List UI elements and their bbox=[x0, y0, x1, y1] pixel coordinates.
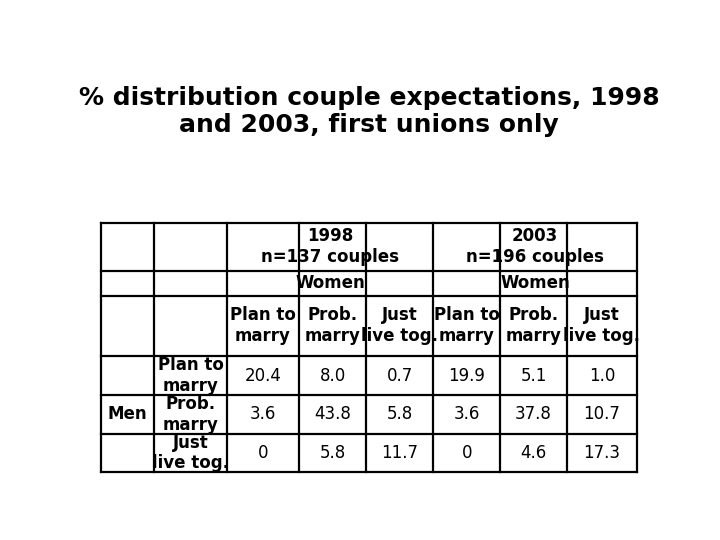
Text: Plan to
marry: Plan to marry bbox=[433, 306, 500, 345]
Text: 2003
n=196 couples: 2003 n=196 couples bbox=[466, 227, 604, 266]
Text: Just
live tog.: Just live tog. bbox=[152, 434, 229, 472]
Text: 3.6: 3.6 bbox=[250, 406, 276, 423]
Text: 37.8: 37.8 bbox=[516, 406, 552, 423]
Text: 11.7: 11.7 bbox=[381, 444, 418, 462]
Text: 5.1: 5.1 bbox=[521, 367, 546, 384]
Text: Plan to
marry: Plan to marry bbox=[230, 306, 296, 345]
Text: 0.7: 0.7 bbox=[387, 367, 413, 384]
Text: 5.8: 5.8 bbox=[387, 406, 413, 423]
Text: 3.6: 3.6 bbox=[454, 406, 480, 423]
Text: Prob.
marry: Prob. marry bbox=[163, 395, 218, 434]
Text: Women: Women bbox=[295, 274, 365, 292]
Text: Prob.
marry: Prob. marry bbox=[305, 306, 361, 345]
Text: % distribution couple expectations, 1998
and 2003, first unions only: % distribution couple expectations, 1998… bbox=[78, 85, 660, 137]
Text: 1998
n=137 couples: 1998 n=137 couples bbox=[261, 227, 399, 266]
Text: Just
live tog.: Just live tog. bbox=[361, 306, 438, 345]
Text: 20.4: 20.4 bbox=[245, 367, 282, 384]
Text: 5.8: 5.8 bbox=[320, 444, 346, 462]
Text: 0: 0 bbox=[258, 444, 269, 462]
Text: Just
live tog.: Just live tog. bbox=[564, 306, 641, 345]
Text: Men: Men bbox=[108, 405, 148, 423]
Text: 19.9: 19.9 bbox=[449, 367, 485, 384]
Text: 10.7: 10.7 bbox=[583, 406, 621, 423]
Text: Prob.
marry: Prob. marry bbox=[505, 306, 562, 345]
Text: 8.0: 8.0 bbox=[320, 367, 346, 384]
Text: Women: Women bbox=[500, 274, 570, 292]
Text: 43.8: 43.8 bbox=[315, 406, 351, 423]
Text: 17.3: 17.3 bbox=[583, 444, 621, 462]
Text: 1.0: 1.0 bbox=[589, 367, 615, 384]
Text: 4.6: 4.6 bbox=[521, 444, 546, 462]
Text: 0: 0 bbox=[462, 444, 472, 462]
Text: Plan to
marry: Plan to marry bbox=[158, 356, 223, 395]
